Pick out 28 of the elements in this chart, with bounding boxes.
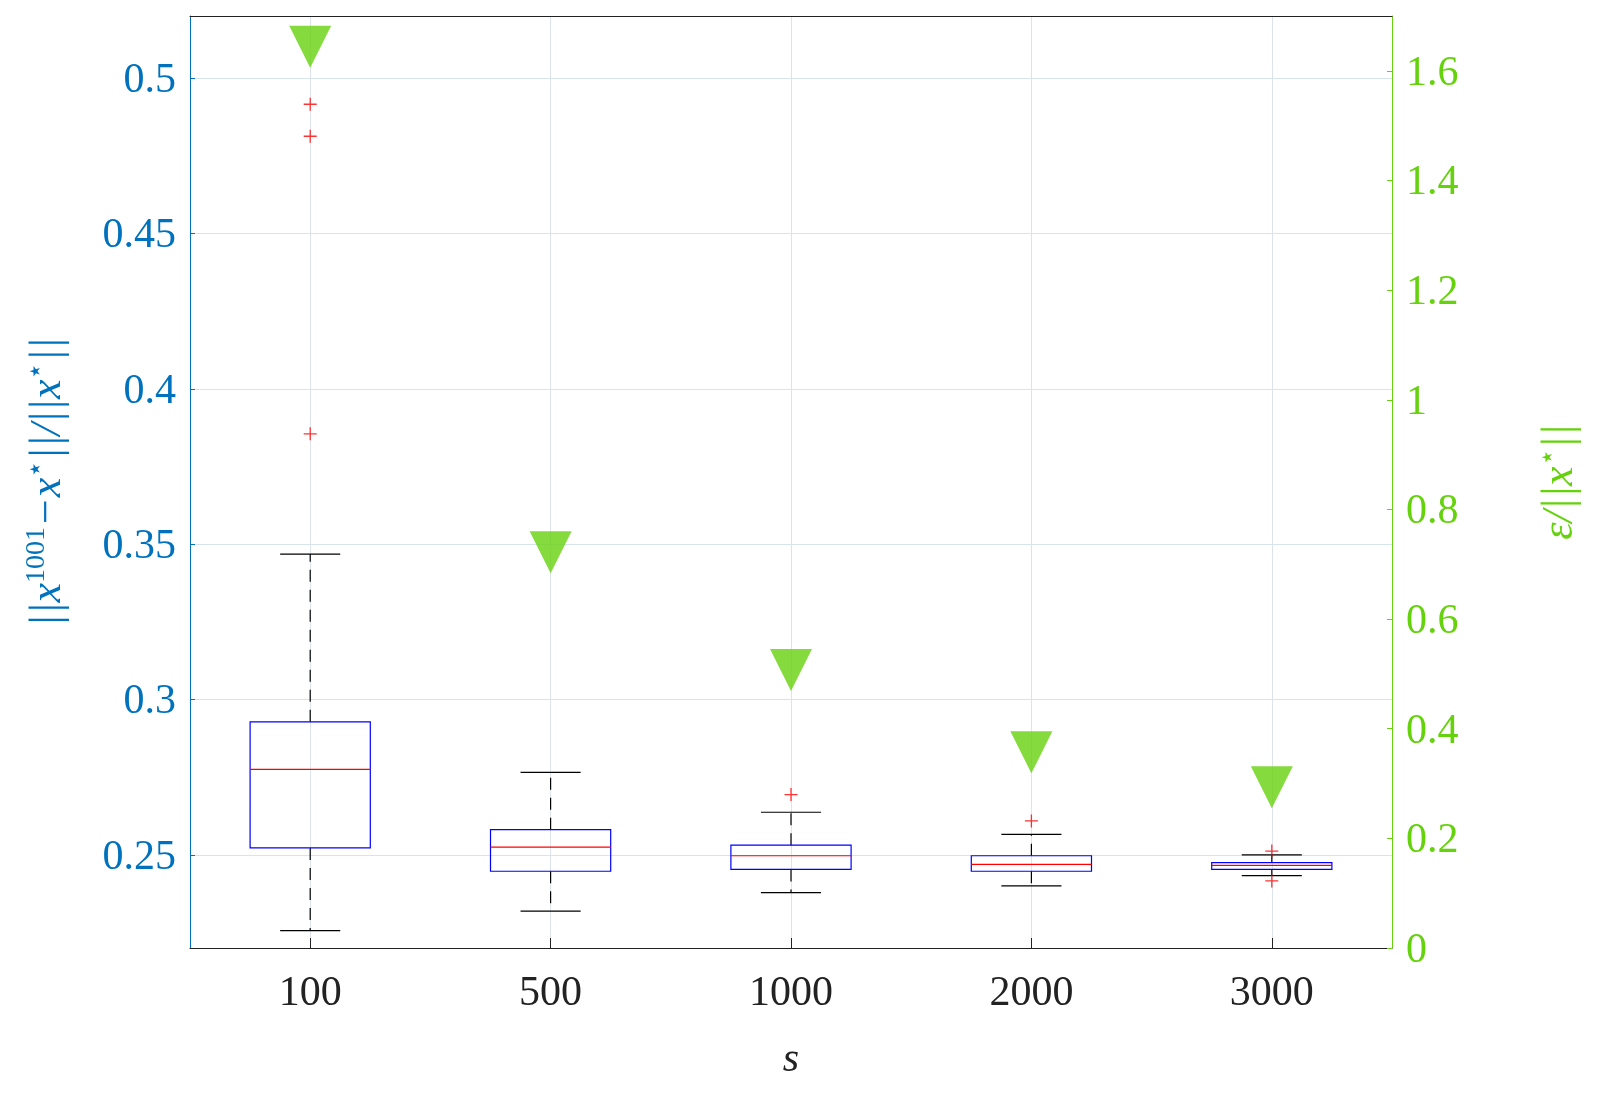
x-axis-title: s [782, 1034, 800, 1080]
y-tick-label: 0.5 [123, 55, 176, 102]
x-tick-label: 100 [278, 968, 342, 1014]
x-tick-label: 500 [519, 968, 583, 1014]
y2-tick-label: 0 [1406, 925, 1427, 971]
y-tick-label: 0.35 [102, 521, 176, 568]
point [1010, 731, 1053, 774]
y2-tick-label: 0.4 [1406, 705, 1459, 752]
point [1250, 766, 1293, 809]
y2-axis-title: ε/||x⋆|| [1530, 424, 1582, 540]
x-tick-label: 3000 [1229, 968, 1314, 1014]
y2-tick-label: 1 [1406, 376, 1427, 423]
x-tick-label: 1000 [749, 968, 833, 1014]
y2-tick-label: 1.6 [1406, 47, 1459, 94]
y2-tick-label: 0.6 [1406, 596, 1459, 643]
point [529, 531, 572, 574]
y2-tick-label: 1.2 [1406, 267, 1459, 314]
point [289, 25, 332, 68]
point [770, 649, 812, 692]
y-axis-title: ||x1001−x⋆||/||x⋆|| [18, 337, 70, 627]
y2-tick-label: 1.4 [1406, 157, 1459, 204]
y-tick-label: 0.25 [102, 831, 176, 878]
y-tick-label: 0.3 [123, 676, 176, 723]
y2-tick-label: 0.8 [1406, 486, 1459, 533]
y2-tick-label: 0.2 [1406, 815, 1459, 862]
y-tick-label: 0.45 [102, 210, 176, 257]
y-tick-label: 0.4 [123, 365, 176, 412]
x-tick-label: 2000 [989, 968, 1074, 1014]
